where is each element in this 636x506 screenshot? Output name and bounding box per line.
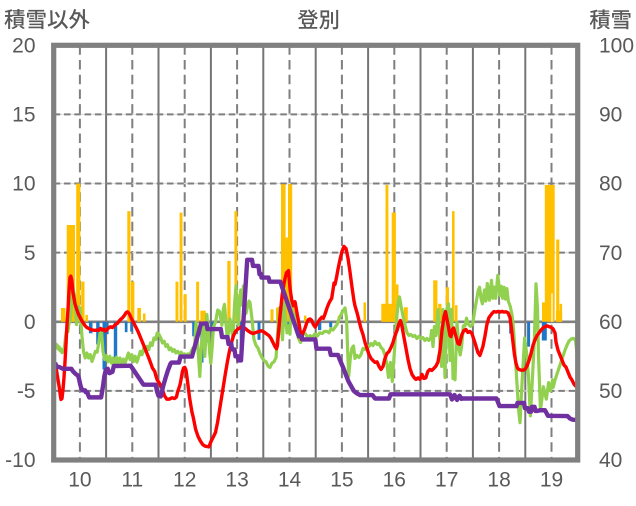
svg-text:-10: -10: [5, 449, 35, 472]
svg-text:13: 13: [225, 469, 248, 492]
svg-text:10: 10: [68, 469, 91, 492]
svg-text:15: 15: [330, 469, 353, 492]
svg-text:60: 60: [599, 311, 622, 334]
svg-text:19: 19: [540, 469, 563, 492]
svg-text:17: 17: [435, 469, 458, 492]
svg-text:70: 70: [599, 242, 622, 265]
svg-text:40: 40: [599, 449, 622, 472]
svg-text:5: 5: [24, 242, 36, 265]
svg-text:12: 12: [173, 469, 196, 492]
svg-text:100: 100: [599, 35, 634, 58]
svg-text:15: 15: [12, 104, 35, 127]
svg-text:14: 14: [278, 469, 302, 492]
svg-text:18: 18: [487, 469, 510, 492]
svg-text:90: 90: [599, 104, 622, 127]
svg-text:-5: -5: [17, 380, 36, 403]
svg-text:10: 10: [12, 173, 35, 196]
svg-text:11: 11: [121, 469, 143, 492]
svg-text:16: 16: [383, 469, 406, 492]
svg-text:80: 80: [599, 173, 622, 196]
svg-text:20: 20: [12, 35, 35, 58]
svg-text:0: 0: [24, 311, 36, 334]
svg-text:50: 50: [599, 380, 622, 403]
